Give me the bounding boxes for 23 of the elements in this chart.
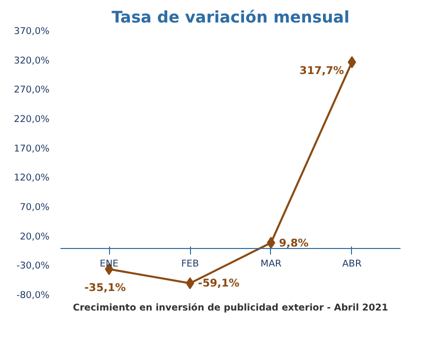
point [186,277,194,290]
y-tick-label: 70,0% [20,202,50,213]
data-label: 317,7% [300,64,344,78]
y-tick-label: 370,0% [14,26,50,37]
data-label: -35,1% [84,281,126,294]
point [266,236,276,249]
x-tick-label: FEB [181,258,199,270]
y-tick-label: 120,0% [14,172,50,184]
y-tick-label: 320,0% [14,55,50,66]
y-tick-label: -30,0% [16,260,50,272]
y-tick-label: 270,0% [14,84,50,96]
x-tick-label: ABR [342,258,362,270]
y-tick-label: 20,0% [20,231,50,242]
y-tick-label: 220,0% [14,114,50,125]
y-tick-label: -80,0% [16,290,50,301]
point [348,56,356,68]
y-tick-label: 170,0% [14,143,50,154]
text: Crecimiento en inversión de publicidad exterior - Abril 2021 [72,302,388,314]
x-tick-label: ENE [100,258,119,270]
data-label: -59,1% [198,276,240,290]
x-tick-label: MAR [260,258,282,270]
data-label: 9,8% [278,236,309,250]
chart-title: Tasa de variación mensual [112,8,350,26]
